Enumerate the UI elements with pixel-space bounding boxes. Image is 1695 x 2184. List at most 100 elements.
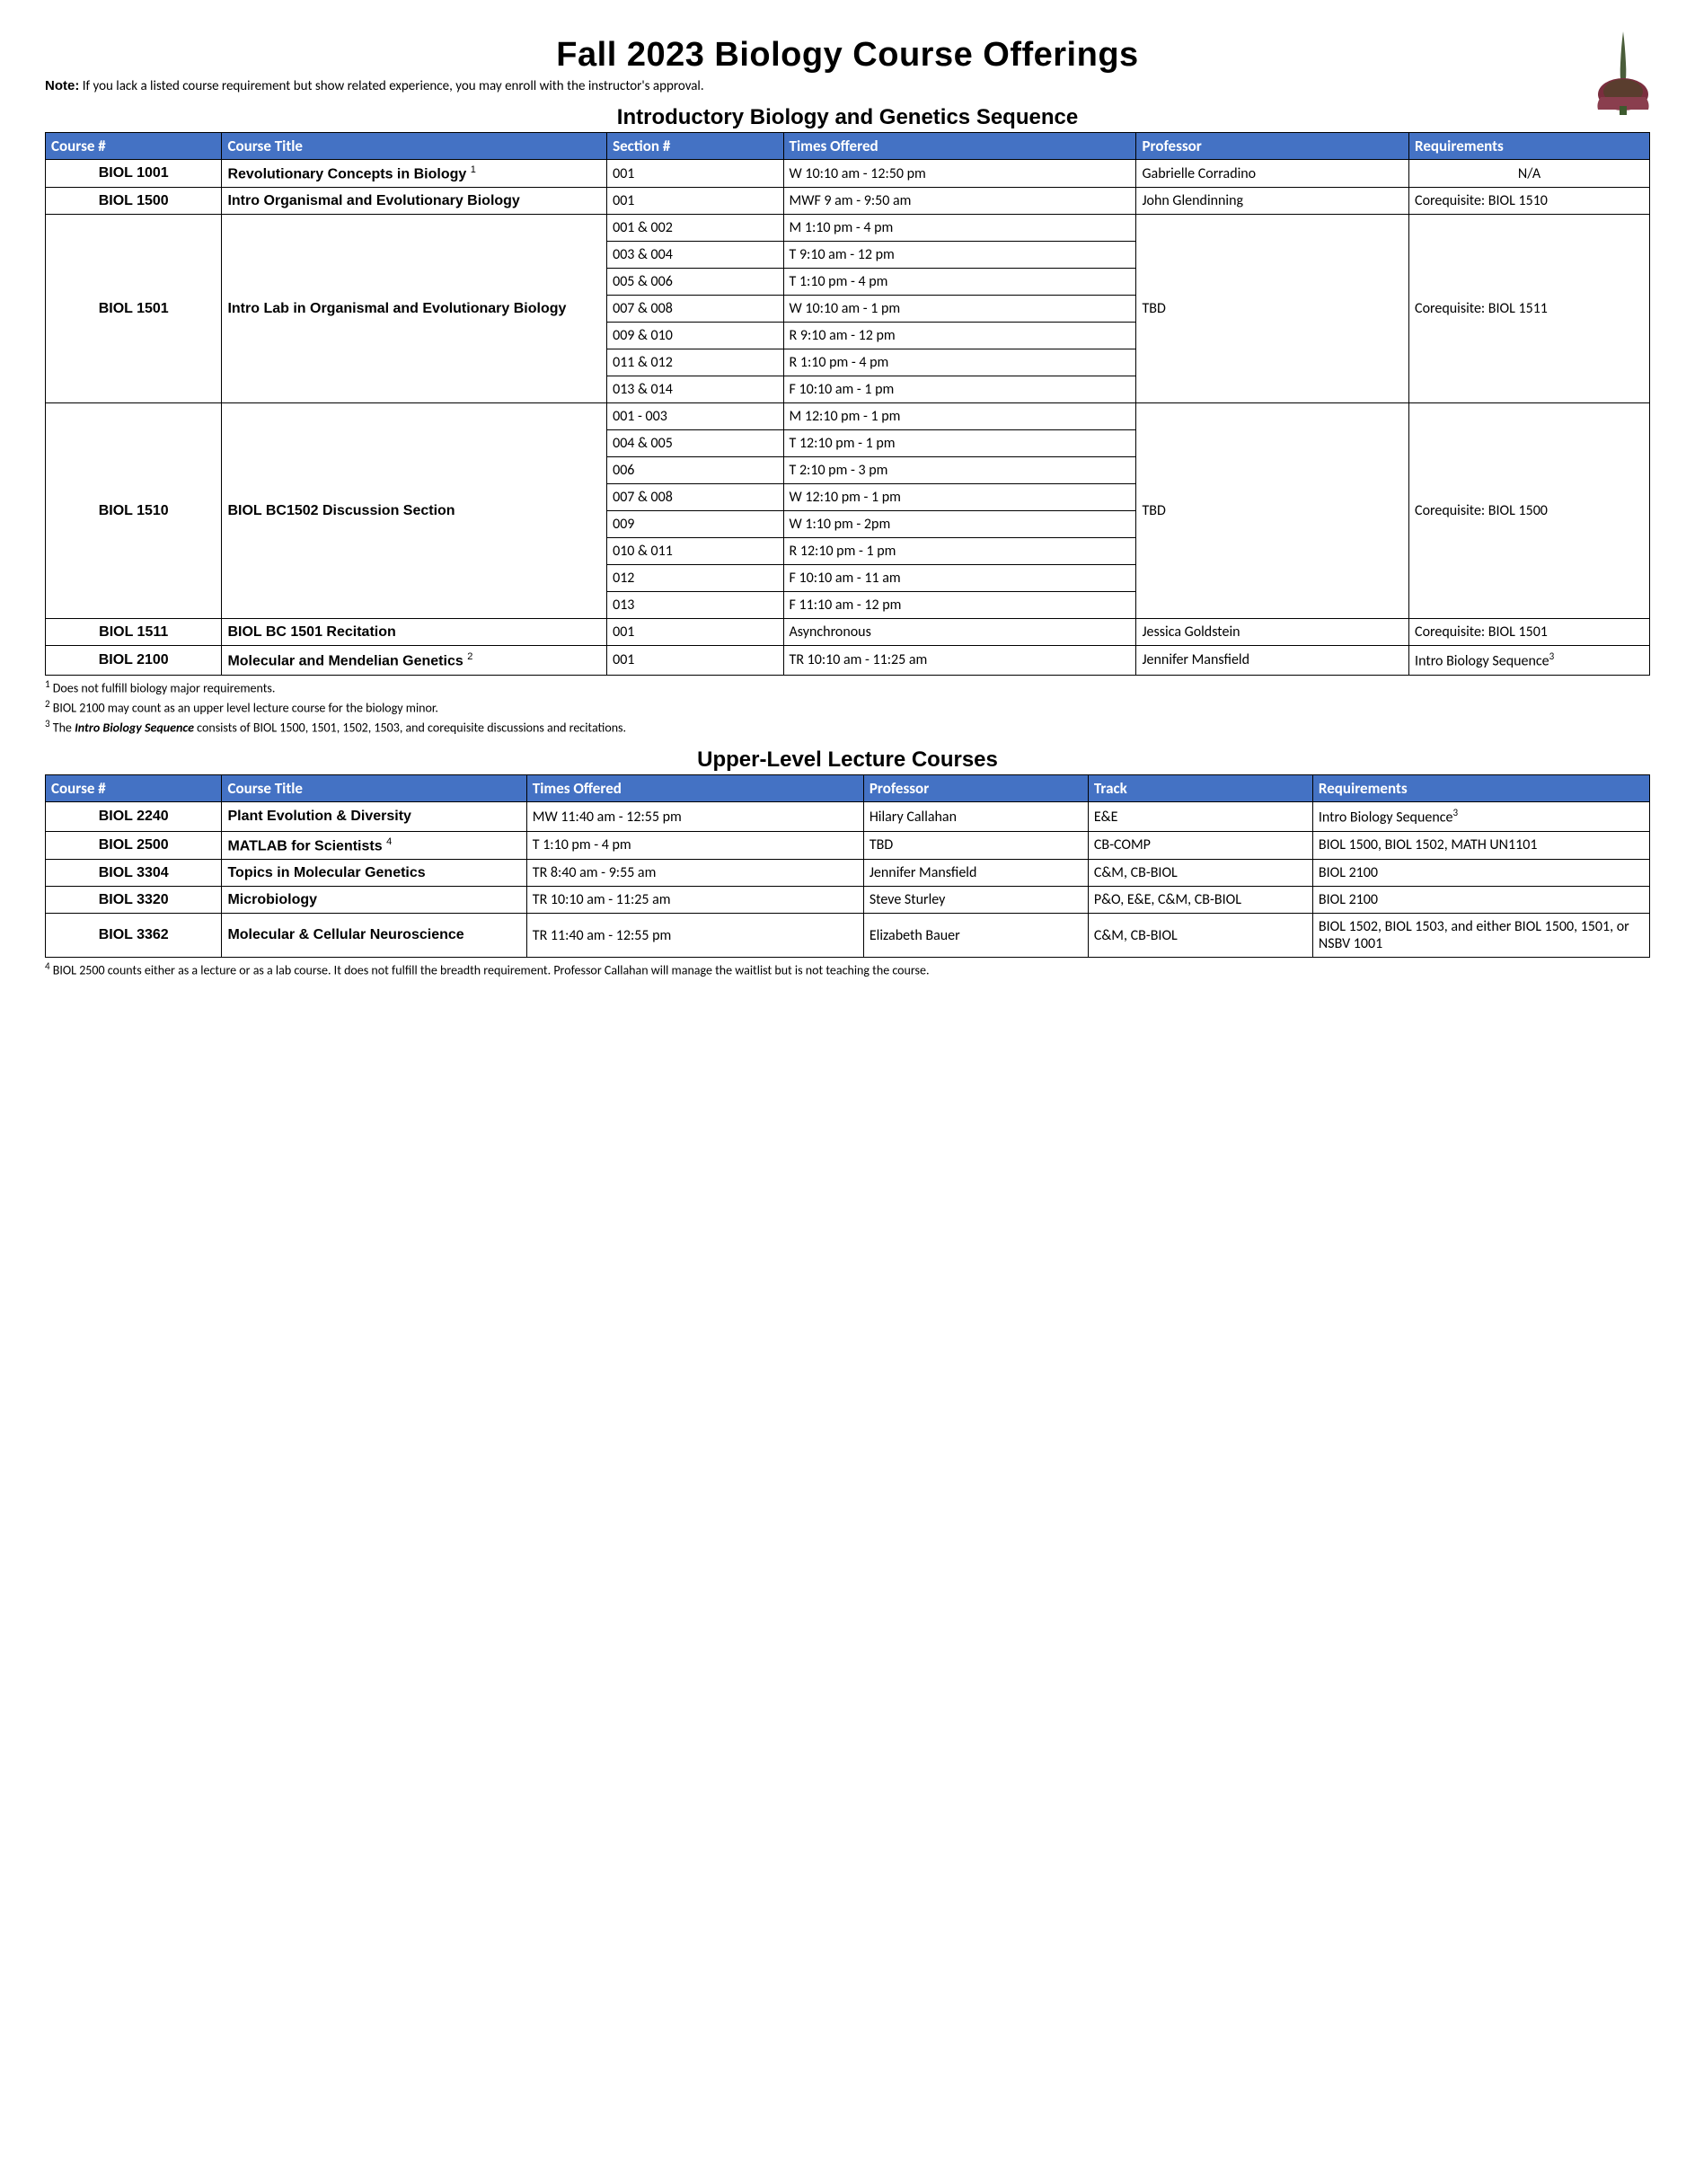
note-label: Note: <box>45 78 79 93</box>
course-title: MATLAB for Scientists 4 <box>222 831 526 859</box>
req-cell: Corequisite: BIOL 1501 <box>1409 619 1650 646</box>
col-times: Times Offered <box>783 133 1136 160</box>
course-num: BIOL 1510 <box>46 403 222 619</box>
prof-cell: Steve Sturley <box>863 887 1088 914</box>
section-cell: 001 <box>607 619 783 646</box>
table-row: BIOL 1511 BIOL BC 1501 Recitation 001 As… <box>46 619 1650 646</box>
times-cell: W 10:10 am - 12:50 pm <box>783 160 1136 188</box>
req-cell: Corequisite: BIOL 1511 <box>1409 215 1650 403</box>
col-professor: Professor <box>1136 133 1409 160</box>
course-num: BIOL 1511 <box>46 619 222 646</box>
section-cell: 001 <box>607 646 783 675</box>
times-cell: TR 8:40 am - 9:55 am <box>526 860 863 887</box>
course-title: Revolutionary Concepts in Biology 1 <box>222 160 607 188</box>
note-text: If you lack a listed course requirement … <box>83 78 704 94</box>
col-section: Section # <box>607 133 783 160</box>
req-cell: Intro Biology Sequence3 <box>1312 802 1649 831</box>
prof-cell: John Glendinning <box>1136 188 1409 215</box>
footnote-3: 3 The Intro Biology Sequence consists of… <box>45 717 1650 737</box>
course-title: BIOL BC1502 Discussion Section <box>222 403 607 619</box>
track-cell: E&E <box>1088 802 1312 831</box>
prof-cell: Jennifer Mansfield <box>1136 646 1409 675</box>
track-cell: CB-COMP <box>1088 831 1312 859</box>
course-num: BIOL 3320 <box>46 887 222 914</box>
req-cell: Corequisite: BIOL 1510 <box>1409 188 1650 215</box>
col-times: Times Offered <box>526 775 863 802</box>
course-title: Molecular & Cellular Neuroscience <box>222 914 526 958</box>
table-row: BIOL 1500 Intro Organismal and Evolution… <box>46 188 1650 215</box>
table-row: BIOL 2500 MATLAB for Scientists 4 T 1:10… <box>46 831 1650 859</box>
table-header-row: Course # Course Title Section # Times Of… <box>46 133 1650 160</box>
course-title: Microbiology <box>222 887 526 914</box>
course-title: Plant Evolution & Diversity <box>222 802 526 831</box>
times-cell: Asynchronous <box>783 619 1136 646</box>
footnotes-1: 1 Does not fulfill biology major require… <box>45 677 1650 738</box>
upper-level-table: Course # Course Title Times Offered Prof… <box>45 774 1650 958</box>
col-title: Course Title <box>222 133 607 160</box>
course-title: Intro Organismal and Evolutionary Biolog… <box>222 188 607 215</box>
prof-cell: Gabrielle Corradino <box>1136 160 1409 188</box>
course-title: Topics in Molecular Genetics <box>222 860 526 887</box>
req-cell: N/A <box>1409 160 1650 188</box>
times-cell: MWF 9 am - 9:50 am <box>783 188 1136 215</box>
prof-cell: TBD <box>863 831 1088 859</box>
table-row: BIOL 2240 Plant Evolution & Diversity MW… <box>46 802 1650 831</box>
table-row: BIOL 1001 Revolutionary Concepts in Biol… <box>46 160 1650 188</box>
section-cell: 001 <box>607 160 783 188</box>
table-row: BIOL 3320 Microbiology TR 10:10 am - 11:… <box>46 887 1650 914</box>
course-num: BIOL 1501 <box>46 215 222 403</box>
req-cell: BIOL 2100 <box>1312 887 1649 914</box>
footnotes-2: 4 BIOL 2500 counts either as a lecture o… <box>45 959 1650 979</box>
times-cell: TR 11:40 am - 12:55 pm <box>526 914 863 958</box>
times-cell: T 1:10 pm - 4 pm <box>526 831 863 859</box>
times-cell: M 1:10 pm - 4 pm <box>783 215 1136 242</box>
course-num: BIOL 2240 <box>46 802 222 831</box>
times-cell: TR 10:10 am - 11:25 am <box>526 887 863 914</box>
course-num: BIOL 1500 <box>46 188 222 215</box>
req-cell: BIOL 1500, BIOL 1502, MATH UN1101 <box>1312 831 1649 859</box>
table-row: BIOL 3362 Molecular & Cellular Neuroscie… <box>46 914 1650 958</box>
section-cell: 001 <box>607 188 783 215</box>
course-num: BIOL 3362 <box>46 914 222 958</box>
section-cell: 001 & 002 <box>607 215 783 242</box>
col-course: Course # <box>46 133 222 160</box>
prof-cell: TBD <box>1136 403 1409 619</box>
col-requirements: Requirements <box>1409 133 1650 160</box>
section1-title: Introductory Biology and Genetics Sequen… <box>45 105 1650 130</box>
track-cell: C&M, CB-BIOL <box>1088 914 1312 958</box>
col-course: Course # <box>46 775 222 802</box>
table-row: BIOL 2100 Molecular and Mendelian Geneti… <box>46 646 1650 675</box>
col-track: Track <box>1088 775 1312 802</box>
prof-cell: Hilary Callahan <box>863 802 1088 831</box>
footnote-2: 2 BIOL 2100 may count as an upper level … <box>45 697 1650 717</box>
course-num: BIOL 2100 <box>46 646 222 675</box>
footnote-1: 1 Does not fulfill biology major require… <box>45 677 1650 697</box>
course-num: BIOL 2500 <box>46 831 222 859</box>
table-row: BIOL 1501 Intro Lab in Organismal and Ev… <box>46 215 1650 242</box>
course-title: Molecular and Mendelian Genetics 2 <box>222 646 607 675</box>
col-title: Course Title <box>222 775 526 802</box>
req-cell: BIOL 1502, BIOL 1503, and either BIOL 15… <box>1312 914 1649 958</box>
track-cell: P&O, E&E, C&M, CB-BIOL <box>1088 887 1312 914</box>
prof-cell: TBD <box>1136 215 1409 403</box>
req-cell: BIOL 2100 <box>1312 860 1649 887</box>
times-cell: MW 11:40 am - 12:55 pm <box>526 802 863 831</box>
table-row: BIOL 1510 BIOL BC1502 Discussion Section… <box>46 403 1650 430</box>
page-header: Fall 2023 Biology Course Offerings Note:… <box>45 36 1650 94</box>
section2-title: Upper-Level Lecture Courses <box>45 747 1650 773</box>
course-num: BIOL 1001 <box>46 160 222 188</box>
footnote-4: 4 BIOL 2500 counts either as a lecture o… <box>45 959 1650 979</box>
intro-sequence-table: Course # Course Title Section # Times Of… <box>45 132 1650 676</box>
table-header-row: Course # Course Title Times Offered Prof… <box>46 775 1650 802</box>
prof-cell: Jessica Goldstein <box>1136 619 1409 646</box>
prof-cell: Elizabeth Bauer <box>863 914 1088 958</box>
track-cell: C&M, CB-BIOL <box>1088 860 1312 887</box>
col-requirements: Requirements <box>1312 775 1649 802</box>
page-title: Fall 2023 Biology Course Offerings <box>45 36 1650 75</box>
req-cell: Corequisite: BIOL 1500 <box>1409 403 1650 619</box>
req-cell: Intro Biology Sequence3 <box>1409 646 1650 675</box>
course-title: BIOL BC 1501 Recitation <box>222 619 607 646</box>
times-cell: TR 10:10 am - 11:25 am <box>783 646 1136 675</box>
note-line: Note: If you lack a listed course requir… <box>45 78 1650 94</box>
col-professor: Professor <box>863 775 1088 802</box>
